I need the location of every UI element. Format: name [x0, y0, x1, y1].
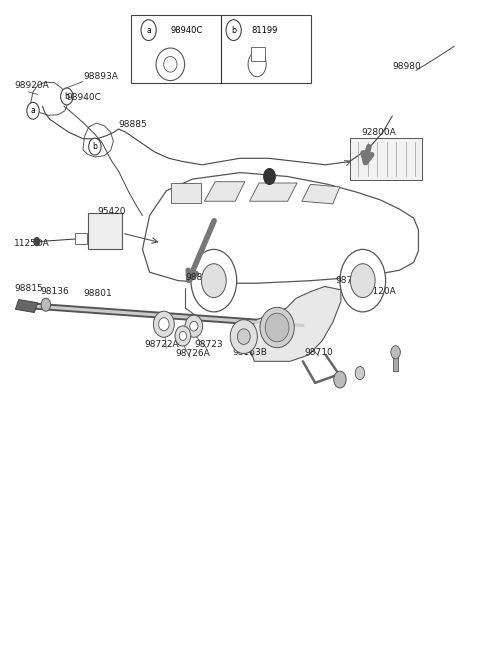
Ellipse shape [175, 326, 191, 346]
Circle shape [41, 298, 50, 311]
Text: 98815: 98815 [14, 284, 43, 293]
Text: 98920A: 98920A [14, 81, 49, 90]
Circle shape [191, 250, 237, 312]
Ellipse shape [265, 313, 289, 342]
Ellipse shape [156, 48, 185, 81]
Text: b: b [93, 142, 97, 151]
Circle shape [226, 20, 241, 41]
Polygon shape [171, 183, 201, 202]
Text: 98940C: 98940C [170, 26, 203, 35]
Text: 98120A: 98120A [361, 288, 396, 296]
Text: 98801: 98801 [83, 290, 112, 298]
Ellipse shape [158, 318, 169, 331]
Text: 98722A: 98722A [145, 340, 180, 349]
Polygon shape [250, 183, 297, 201]
Circle shape [334, 371, 346, 388]
Ellipse shape [180, 331, 186, 341]
Circle shape [202, 264, 226, 297]
Circle shape [141, 20, 156, 41]
Text: a: a [146, 26, 151, 35]
Circle shape [27, 102, 39, 119]
Text: 81199: 81199 [252, 26, 278, 35]
Text: 92800A: 92800A [361, 128, 396, 137]
Circle shape [60, 88, 73, 105]
Text: 98163B: 98163B [233, 348, 268, 357]
Text: 9885RR: 9885RR [185, 273, 221, 282]
Text: 98136: 98136 [40, 288, 69, 296]
Text: 1125DA: 1125DA [14, 239, 50, 248]
Circle shape [350, 264, 375, 297]
Ellipse shape [190, 322, 198, 331]
FancyBboxPatch shape [131, 15, 312, 83]
Circle shape [89, 138, 101, 155]
Ellipse shape [230, 320, 257, 354]
Circle shape [391, 346, 400, 359]
FancyBboxPatch shape [75, 233, 87, 244]
Text: 98717: 98717 [335, 276, 364, 285]
Polygon shape [204, 181, 245, 201]
Ellipse shape [260, 307, 294, 348]
Polygon shape [250, 286, 341, 362]
Text: 98893A: 98893A [83, 73, 118, 81]
FancyBboxPatch shape [350, 138, 422, 179]
Polygon shape [302, 184, 340, 204]
FancyBboxPatch shape [393, 353, 398, 371]
Ellipse shape [238, 329, 250, 345]
FancyBboxPatch shape [88, 213, 122, 250]
Polygon shape [83, 123, 113, 157]
Circle shape [355, 367, 365, 379]
Text: 98980: 98980 [392, 62, 421, 71]
Text: 98940C: 98940C [66, 93, 101, 102]
Text: 98726A: 98726A [176, 349, 211, 358]
Ellipse shape [185, 315, 203, 337]
Circle shape [264, 169, 275, 184]
Text: a: a [31, 106, 36, 115]
Text: b: b [64, 92, 69, 101]
FancyBboxPatch shape [252, 47, 265, 61]
Text: 98885: 98885 [119, 120, 147, 129]
Polygon shape [15, 299, 38, 312]
Ellipse shape [154, 311, 174, 337]
Polygon shape [31, 82, 68, 115]
Ellipse shape [248, 52, 266, 77]
Circle shape [34, 238, 40, 246]
Text: 98723: 98723 [195, 340, 223, 349]
Circle shape [340, 250, 385, 312]
Ellipse shape [164, 56, 177, 72]
Text: 98710: 98710 [304, 348, 333, 357]
Text: 95420: 95420 [97, 206, 126, 215]
Text: b: b [231, 26, 236, 35]
Polygon shape [143, 173, 419, 283]
